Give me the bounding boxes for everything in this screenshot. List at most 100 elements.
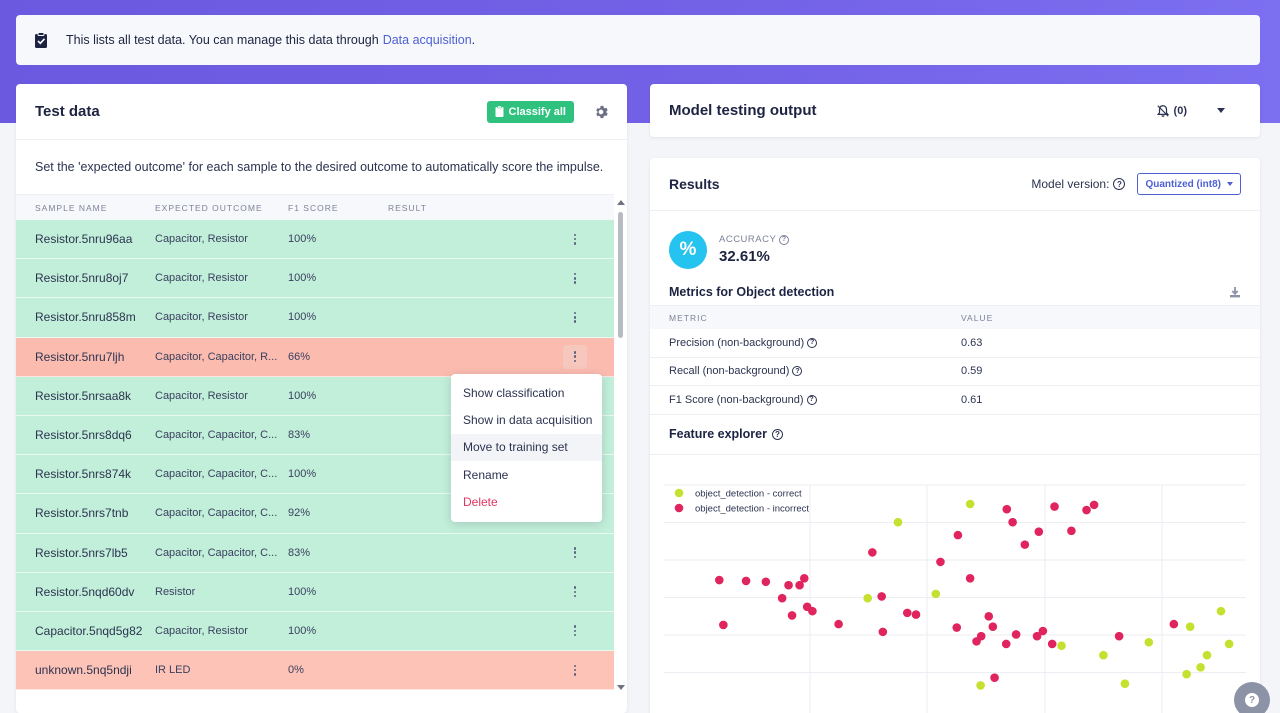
point-incorrect[interactable]: [795, 580, 804, 590]
sample-name[interactable]: Resistor.5nrs7lb5: [35, 545, 128, 560]
point-incorrect[interactable]: [784, 580, 793, 590]
help-circle-icon[interactable]: ?: [792, 366, 803, 377]
scroll-down-arrow[interactable]: [617, 685, 625, 690]
sample-name[interactable]: Resistor.5nru7ljh: [35, 349, 125, 364]
point-correct[interactable]: [1057, 641, 1066, 651]
row-menu-button[interactable]: [563, 541, 587, 565]
row-menu-button[interactable]: [563, 344, 587, 369]
scroll-up-arrow[interactable]: [617, 200, 625, 205]
point-incorrect[interactable]: [719, 620, 728, 630]
scroll-thumb[interactable]: [618, 212, 623, 338]
menu-delete[interactable]: Delete: [463, 495, 498, 510]
menu-show-in-data-acquisition[interactable]: Show in data acquisition: [463, 413, 593, 428]
point-incorrect[interactable]: [911, 610, 921, 619]
help-button[interactable]: ?: [1234, 682, 1270, 713]
point-incorrect[interactable]: [990, 673, 999, 682]
sample-name[interactable]: Resistor.5nrsaa8k: [35, 388, 132, 403]
model-version-select[interactable]: Quantized (int8): [1137, 173, 1241, 195]
row-menu-button[interactable]: [563, 227, 587, 251]
point-incorrect[interactable]: [878, 627, 888, 637]
point-incorrect[interactable]: [714, 575, 724, 585]
expected-outcome[interactable]: Resistor: [155, 585, 196, 598]
expected-outcome[interactable]: IR LED: [155, 664, 191, 677]
point-incorrect[interactable]: [1008, 517, 1017, 527]
point-incorrect[interactable]: [953, 530, 963, 540]
data-acquisition-link[interactable]: Data acquisition: [382, 33, 472, 47]
row-menu-button[interactable]: [563, 619, 587, 643]
legend-label[interactable]: object_detection - correct: [695, 489, 802, 500]
point-incorrect[interactable]: [868, 548, 877, 557]
download-icon[interactable]: [1229, 286, 1241, 298]
point-incorrect[interactable]: [1089, 500, 1099, 510]
menu-show-classification[interactable]: Show classification: [463, 385, 565, 400]
sample-name[interactable]: Resistor.5nrs874k: [35, 467, 132, 482]
notifications-toggle[interactable]: (0): [1156, 104, 1187, 118]
help-circle-icon[interactable]: ?: [771, 428, 783, 440]
point-incorrect[interactable]: [952, 623, 962, 632]
expected-outcome[interactable]: Capacitor, Resistor: [155, 272, 248, 285]
point-incorrect[interactable]: [1169, 619, 1179, 629]
point-correct[interactable]: [931, 589, 941, 599]
classify-all-button[interactable]: Classify all: [486, 100, 574, 123]
sample-name[interactable]: Resistor.5nqd60dv: [35, 584, 135, 599]
expected-outcome[interactable]: Capacitor, Capacitor, C...: [155, 429, 278, 442]
point-correct[interactable]: [965, 499, 975, 509]
expand-caret-icon[interactable]: [1217, 108, 1225, 113]
row-menu-button[interactable]: [563, 305, 587, 329]
point-incorrect[interactable]: [1067, 526, 1076, 536]
help-circle-icon[interactable]: ?: [807, 337, 818, 348]
legend-label[interactable]: object_detection - incorrect: [695, 504, 809, 515]
point-incorrect[interactable]: [1001, 639, 1011, 649]
point-incorrect[interactable]: [988, 622, 998, 631]
row-menu-button[interactable]: [563, 266, 587, 290]
table-scrollbar[interactable]: [614, 194, 627, 690]
table-row[interactable]: Capacitor.5nqd5g82 Capacitor, Resistor 100…: [16, 611, 614, 652]
point-correct[interactable]: [1196, 663, 1205, 672]
menu-move-to-training-set[interactable]: Move to training set: [451, 433, 602, 462]
point-incorrect[interactable]: [1032, 631, 1042, 641]
sample-name[interactable]: Resistor.5nrs8dq6: [35, 428, 132, 443]
sample-name[interactable]: Resistor.5nru8oj7: [35, 271, 129, 286]
row-menu-button[interactable]: [563, 580, 587, 604]
sample-name[interactable]: Resistor.5nrs7tnb: [35, 506, 129, 521]
feature-explorer-chart[interactable]: object_detection - correct object_detecti…: [650, 468, 1260, 713]
point-incorrect[interactable]: [1082, 505, 1091, 515]
point-incorrect[interactable]: [877, 592, 886, 601]
point-correct[interactable]: [1099, 650, 1108, 660]
table-row[interactable]: Resistor.5nru96aa Capacitor, Resistor 100%: [16, 220, 614, 260]
point-incorrect[interactable]: [741, 576, 751, 586]
point-incorrect[interactable]: [1038, 626, 1048, 636]
point-correct[interactable]: [1120, 679, 1130, 689]
point-correct[interactable]: [1185, 622, 1195, 631]
point-correct[interactable]: [1182, 669, 1191, 679]
point-incorrect[interactable]: [834, 619, 843, 629]
expected-outcome[interactable]: Capacitor, Resistor: [155, 389, 248, 402]
point-incorrect[interactable]: [1020, 540, 1030, 549]
point-incorrect[interactable]: [787, 611, 797, 620]
expected-outcome[interactable]: Capacitor, Capacitor, C...: [155, 546, 278, 559]
point-incorrect[interactable]: [1050, 502, 1059, 511]
point-incorrect[interactable]: [1047, 639, 1057, 649]
table-row[interactable]: Resistor.5nrs7lb5 Capacitor, Capacitor, C…: [16, 533, 614, 573]
point-incorrect[interactable]: [984, 612, 994, 621]
point-correct[interactable]: [1144, 637, 1154, 647]
point-correct[interactable]: [893, 517, 903, 527]
sample-name[interactable]: unknown.5nq5ndji: [35, 663, 132, 678]
point-incorrect[interactable]: [808, 606, 817, 616]
point-incorrect[interactable]: [799, 574, 809, 583]
point-incorrect[interactable]: [777, 593, 787, 603]
sample-name[interactable]: Capacitor.5nqd5g82: [35, 623, 143, 638]
help-circle-icon[interactable]: ?: [779, 234, 790, 245]
point-incorrect[interactable]: [1011, 630, 1021, 639]
table-row[interactable]: Resistor.5nru7ljh Capacitor, Capacitor, R…: [16, 337, 614, 377]
point-correct[interactable]: [1202, 650, 1212, 660]
table-row[interactable]: Resistor.5nru8oj7 Capacitor, Resistor 100%: [16, 259, 614, 299]
point-incorrect[interactable]: [1002, 504, 1012, 514]
sample-name[interactable]: Resistor.5nru96aa: [35, 232, 133, 247]
help-circle-icon[interactable]: ?: [1113, 178, 1126, 190]
menu-rename[interactable]: Rename: [463, 467, 509, 482]
gear-icon[interactable]: [594, 105, 608, 119]
expected-outcome[interactable]: Capacitor, Capacitor, C...: [155, 468, 278, 481]
point-correct[interactable]: [1216, 606, 1226, 616]
table-row[interactable]: unknown.5nq5ndji IR LED 0%: [16, 651, 614, 691]
